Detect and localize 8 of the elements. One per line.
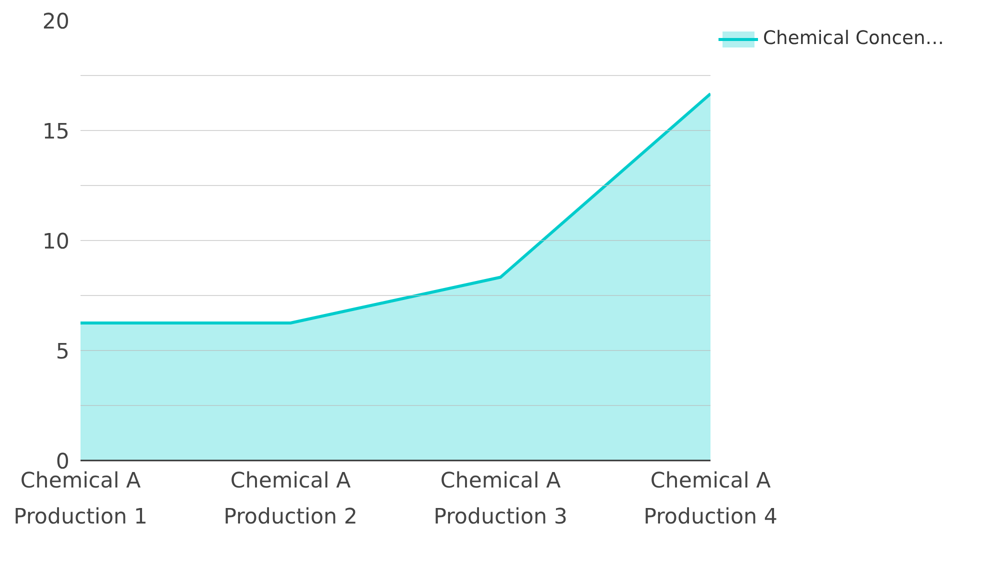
y-tick-label: 15 [42,120,70,144]
category-label: Chemical A Production 3 [434,468,568,530]
y-tick-label: 20 [42,10,70,34]
category-label: Chemical A Production 4 [644,468,778,530]
category-label: Chemical A Production 2 [224,468,358,530]
legend-label: Chemical Concen… [763,28,944,49]
y-tick-label: 5 [56,340,70,364]
y-tick-label: 10 [42,230,70,254]
